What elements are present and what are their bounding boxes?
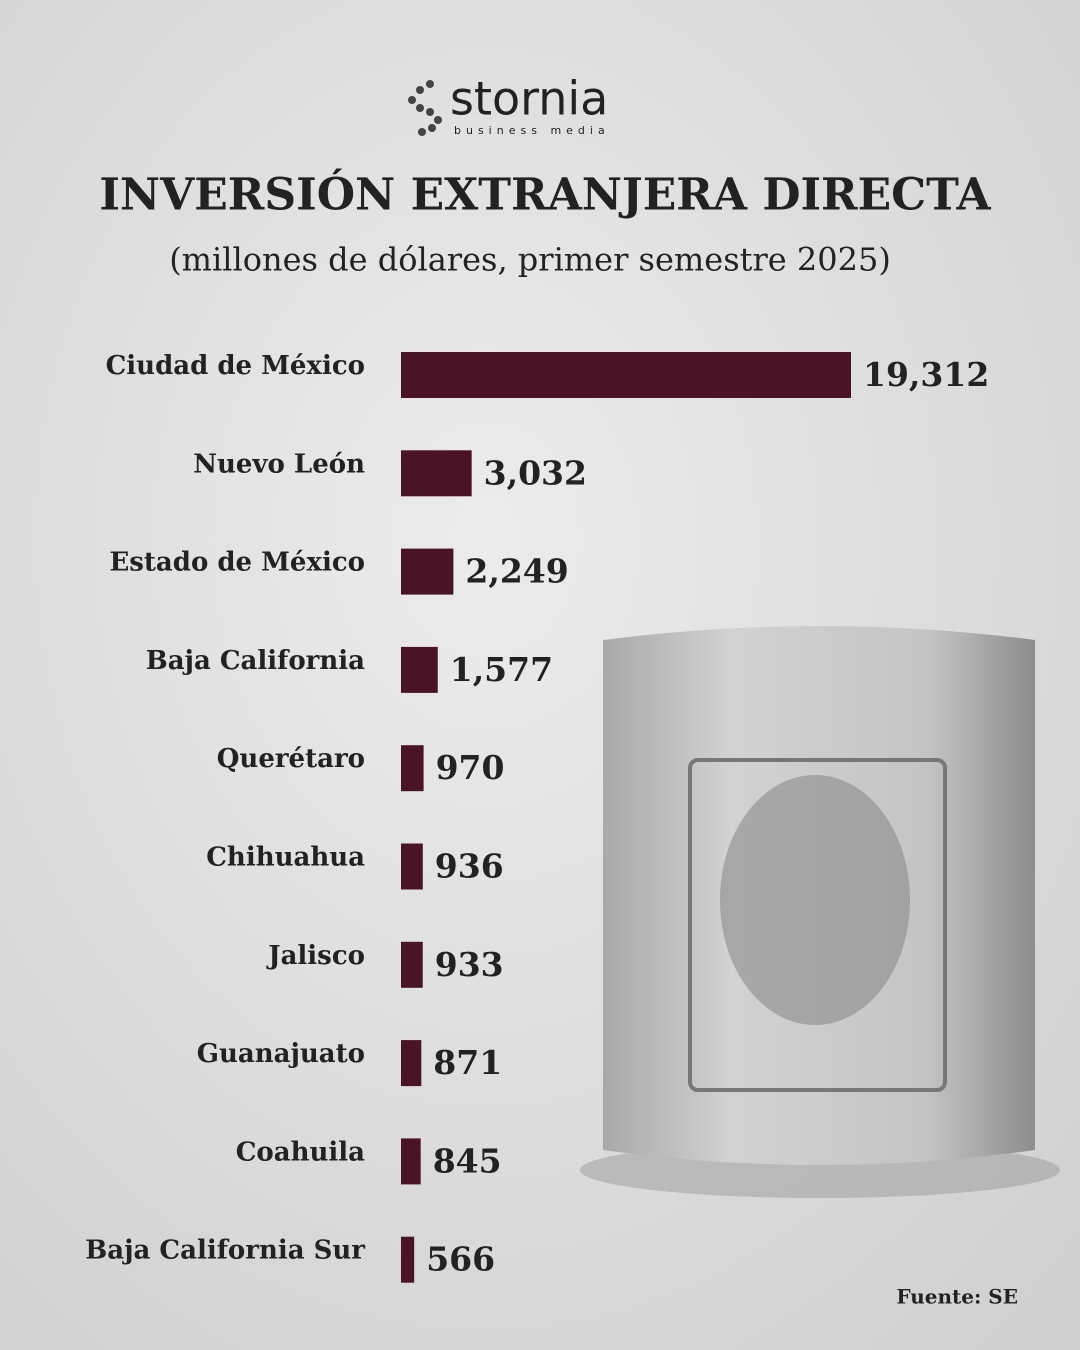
source: Fuente: SE [896, 1285, 1018, 1309]
bar [401, 941, 423, 988]
chart-title: INVERSIÓN EXTRANJERA DIRECTA [99, 168, 991, 221]
category-label: Querétaro [217, 744, 365, 774]
bar [401, 1236, 415, 1283]
bar [401, 1040, 422, 1087]
bar [401, 352, 851, 398]
category-label: Chihuahua [206, 843, 365, 873]
bar [401, 1138, 421, 1185]
bar [401, 745, 424, 792]
value-label: 19,312 [863, 355, 989, 394]
bar [401, 450, 472, 497]
value-label: 936 [435, 847, 504, 886]
category-label: Jalisco [266, 941, 365, 971]
value-label: 566 [426, 1240, 495, 1279]
bar [401, 843, 423, 890]
value-label: 871 [433, 1043, 502, 1082]
brand-name: stornia [450, 72, 608, 126]
value-label: 1,577 [450, 650, 553, 689]
category-label: Guanajuato [197, 1039, 365, 1069]
banknote-illustration [580, 626, 1060, 1198]
value-label: 3,032 [484, 453, 587, 492]
logo: stornia business media [408, 72, 610, 137]
category-label: Baja California [146, 646, 365, 676]
category-label: Estado de México [109, 548, 365, 578]
category-label: Coahuila [236, 1137, 365, 1167]
category-label: Nuevo León [193, 449, 365, 479]
value-label: 2,249 [465, 552, 568, 591]
category-label: Ciudad de México [106, 351, 365, 381]
bar [401, 646, 438, 693]
value-label: 845 [433, 1141, 502, 1180]
category-label: Baja California Sur [85, 1236, 365, 1266]
value-label: 933 [435, 945, 504, 984]
bar [401, 548, 454, 595]
chart-subtitle: (millones de dólares, primer semestre 20… [169, 241, 891, 279]
brand-tagline: business media [454, 124, 610, 137]
value-label: 970 [436, 748, 505, 787]
